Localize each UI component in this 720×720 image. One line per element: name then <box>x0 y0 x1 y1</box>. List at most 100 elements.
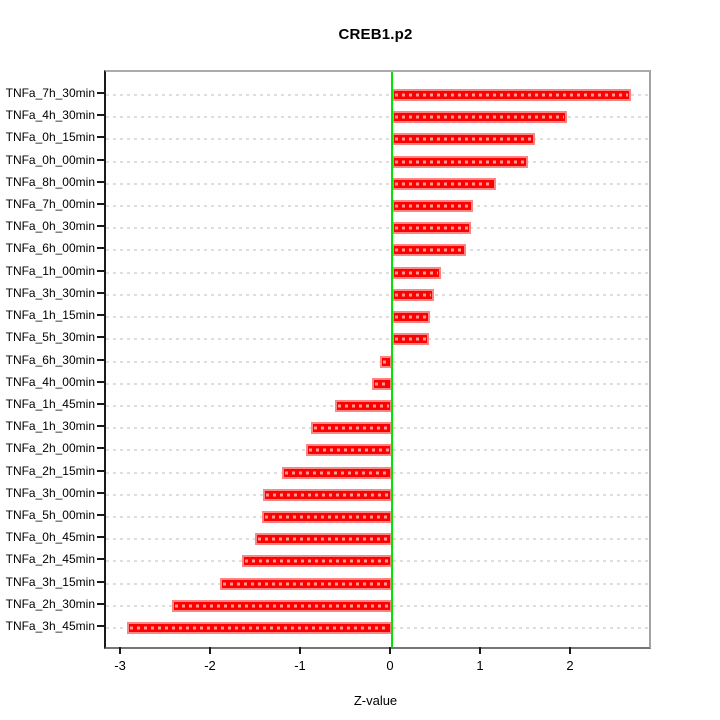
bar-gridline-dashes <box>394 271 439 275</box>
bar-gridline-dashes <box>394 137 533 141</box>
plot-area <box>104 70 651 649</box>
bar <box>241 555 392 568</box>
y-tick <box>97 558 104 561</box>
y-tick <box>97 580 104 583</box>
y-tick <box>97 469 104 472</box>
gridline <box>106 338 649 341</box>
chart-title: CREB1.p2 <box>338 26 413 43</box>
bar-gridline-dashes <box>244 559 389 563</box>
y-tick-label: TNFa_1h_45min <box>5 396 95 411</box>
bar-gridline-dashes <box>383 360 389 363</box>
bar-gridline-dashes <box>308 448 389 452</box>
bar <box>127 622 392 634</box>
bar-gridline-dashes <box>394 315 427 319</box>
bar-gridline-dashes <box>394 182 494 186</box>
gridline <box>106 249 649 252</box>
y-tick <box>97 269 104 272</box>
bar <box>391 111 568 124</box>
x-tick <box>568 647 571 654</box>
gridline <box>106 182 649 185</box>
gridline <box>106 116 649 119</box>
y-tick <box>97 291 104 294</box>
bar-gridline-dashes <box>266 493 389 497</box>
y-tick <box>97 513 104 516</box>
y-tick <box>97 136 104 139</box>
bar <box>391 333 429 346</box>
gridline <box>106 138 649 141</box>
y-tick-label: TNFa_8h_00min <box>5 174 95 189</box>
y-tick-label: TNFa_5h_00min <box>5 507 95 522</box>
gridline <box>106 271 649 274</box>
y-tick-label: TNFa_6h_00min <box>5 241 95 256</box>
bar <box>391 222 472 235</box>
bar-gridline-dashes <box>394 337 426 341</box>
bar-gridline-dashes <box>285 471 389 475</box>
y-tick-label: TNFa_0h_00min <box>5 152 95 167</box>
y-tick <box>97 358 104 361</box>
y-tick <box>97 447 104 450</box>
bar-gridline-dashes <box>313 426 389 430</box>
y-tick-label: TNFa_1h_00min <box>5 263 95 278</box>
bar <box>391 89 632 101</box>
y-tick <box>97 92 104 94</box>
x-tick-label: 0 <box>386 658 394 673</box>
zero-line <box>390 72 393 647</box>
gridline <box>106 205 649 208</box>
bar <box>391 244 466 257</box>
bar <box>391 200 473 213</box>
y-tick <box>97 203 104 206</box>
x-axis-title: Z-value <box>353 693 398 708</box>
y-tick <box>97 491 104 494</box>
gridline <box>106 160 649 163</box>
bar-gridline-dashes <box>223 582 389 586</box>
y-tick <box>97 158 104 161</box>
bar-gridline-dashes <box>394 248 463 252</box>
bar <box>391 266 442 279</box>
gridline <box>106 227 649 230</box>
bar <box>391 288 435 301</box>
y-tick-label: TNFa_2h_15min <box>5 463 95 478</box>
y-tick-label: TNFa_3h_45min <box>5 619 95 633</box>
y-tick-label: TNFa_7h_00min <box>5 197 95 212</box>
y-tick <box>97 625 104 627</box>
bar-gridline-dashes <box>394 160 525 164</box>
x-axis: -3 -2 -1 0 1 2 <box>104 645 647 685</box>
y-tick-label: TNFa_4h_00min <box>5 374 95 389</box>
gridline <box>106 316 649 319</box>
y-tick-label: TNFa_3h_30min <box>5 285 95 300</box>
y-tick <box>97 247 104 250</box>
bar <box>263 488 392 501</box>
bar-gridline-dashes <box>258 537 389 541</box>
bar-gridline-dashes <box>175 604 389 608</box>
y-tick <box>97 225 104 228</box>
x-tick <box>388 647 391 654</box>
bar <box>220 577 392 590</box>
y-tick-label: TNFa_4h_30min <box>5 108 95 123</box>
y-tick <box>97 380 104 383</box>
bar <box>172 599 392 612</box>
x-tick <box>119 647 121 654</box>
bar <box>310 422 392 435</box>
bar <box>372 377 392 390</box>
bar-gridline-dashes <box>375 382 389 386</box>
x-tick-label: 1 <box>476 658 484 673</box>
x-tick-label: -3 <box>114 658 126 673</box>
y-tick-label: TNFa_6h_30min <box>5 352 95 367</box>
bar-gridline-dashes <box>394 115 565 119</box>
y-tick <box>97 314 104 317</box>
bar <box>391 177 497 190</box>
bar <box>305 444 392 457</box>
bar <box>335 399 392 412</box>
y-tick <box>97 336 104 339</box>
y-tick <box>97 536 104 539</box>
bar <box>262 510 392 523</box>
bar <box>282 466 392 479</box>
y-tick-label: TNFa_2h_00min <box>5 441 95 456</box>
bar <box>391 133 536 146</box>
y-tick <box>97 402 104 405</box>
bar-gridline-dashes <box>394 226 469 230</box>
x-tick-label: -1 <box>294 658 306 673</box>
bar-gridline-dashes <box>265 515 389 519</box>
y-axis: TNFa_7h_30min TNFa_4h_30min TNFa_0h_15min T… <box>0 70 104 645</box>
